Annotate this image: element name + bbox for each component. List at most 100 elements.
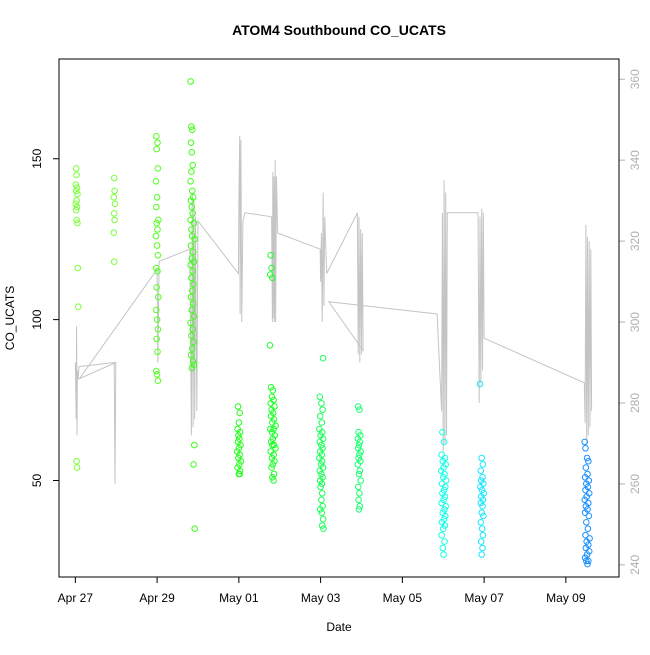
series-flight-may07 [476, 380, 488, 558]
data-point [187, 242, 195, 249]
data-point [354, 461, 362, 468]
data-point [237, 457, 245, 465]
data-point [153, 219, 160, 227]
data-point [187, 139, 195, 146]
data-point [316, 393, 324, 401]
data-point [477, 493, 485, 500]
data-point [582, 464, 590, 471]
data-point [236, 467, 244, 475]
data-point [316, 506, 324, 513]
data-point [582, 486, 589, 494]
data-point [355, 496, 362, 504]
data-point [153, 306, 160, 314]
data-point [190, 313, 198, 320]
data-point [236, 451, 243, 459]
data-point [189, 187, 196, 195]
data-point [316, 412, 324, 420]
data-point [110, 229, 118, 236]
data-point [268, 464, 275, 471]
series-flight-apr30 [187, 78, 198, 533]
data-point [442, 512, 449, 520]
data-point [153, 242, 161, 249]
altitude-trace-line [74, 135, 593, 484]
data-point [187, 197, 195, 204]
data-point [191, 441, 198, 449]
data-point [439, 544, 447, 552]
data-point [187, 78, 194, 85]
data-point [269, 461, 277, 468]
data-point [354, 403, 362, 410]
data-point [319, 354, 327, 362]
data-point [583, 538, 591, 545]
data-point [356, 406, 363, 414]
data-point [356, 451, 363, 459]
data-point [438, 499, 445, 507]
data-point [318, 428, 326, 436]
data-point [585, 457, 592, 465]
data-point [188, 306, 196, 314]
data-point [583, 519, 590, 526]
y-right-tick-label: 280 [628, 393, 642, 413]
data-point [477, 467, 485, 475]
data-point [318, 470, 325, 478]
data-point [236, 470, 243, 478]
data-point [479, 461, 487, 468]
data-point [583, 454, 591, 462]
data-point [74, 303, 82, 311]
data-point [153, 335, 160, 343]
data-point [153, 284, 160, 291]
data-point [154, 226, 161, 233]
plot-frame [58, 58, 620, 578]
series-flight-may03 [316, 354, 327, 533]
data-point [189, 248, 197, 256]
data-point [189, 194, 197, 201]
data-point [355, 428, 362, 436]
data-point [269, 387, 277, 394]
data-point [478, 509, 486, 517]
altitude-trace-layer [74, 135, 593, 484]
data-point [318, 457, 326, 465]
data-point [72, 181, 80, 188]
data-point [155, 293, 162, 301]
y-right-tick-label: 340 [628, 150, 642, 170]
data-point [438, 531, 445, 539]
data-point [153, 132, 160, 140]
data-point [154, 165, 162, 172]
data-point [188, 226, 195, 233]
data-point [318, 419, 326, 426]
data-point [584, 525, 592, 533]
data-point [316, 448, 324, 455]
data-point [584, 560, 591, 568]
data-point [153, 194, 161, 201]
data-point [110, 174, 118, 182]
data-point [235, 445, 243, 452]
data-point [442, 483, 449, 491]
data-point [438, 451, 445, 459]
data-point [110, 194, 118, 201]
series-flight-may02 [266, 252, 279, 484]
data-point [318, 490, 326, 497]
data-point [320, 525, 327, 533]
data-point [318, 509, 326, 517]
data-point [269, 474, 276, 481]
data-point [235, 419, 243, 426]
data-point [319, 515, 327, 523]
data-point [441, 493, 449, 500]
axes-layer: Apr 27 Apr 29 May 01 May 03 May 05 May 07 May … [30, 69, 642, 605]
data-point [439, 525, 447, 533]
data-point [237, 441, 244, 449]
y-tick-label: 50 [30, 473, 44, 487]
data-point [268, 393, 276, 401]
x-axis-label: Date [326, 620, 352, 634]
data-point [441, 522, 449, 529]
data-point [266, 342, 274, 349]
data-point [355, 506, 363, 513]
series-flight-apr29 [152, 132, 162, 385]
data-point [190, 280, 197, 288]
data-point [187, 319, 194, 327]
data-point [269, 274, 276, 282]
data-point [236, 435, 243, 443]
data-point [440, 551, 447, 558]
data-point [152, 232, 160, 240]
